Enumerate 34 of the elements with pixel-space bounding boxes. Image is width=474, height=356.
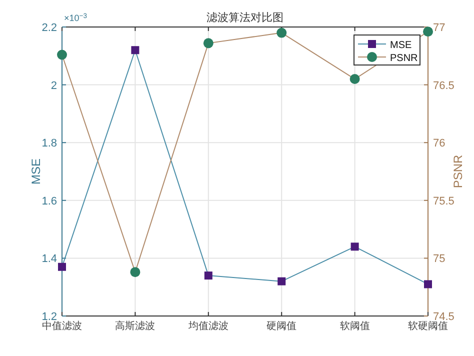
x-tick-label: 中值滤波 [42, 320, 82, 332]
x-tick-label: 高斯滤波 [115, 320, 156, 332]
y-tick-label: 1.8 [42, 138, 57, 150]
point [424, 280, 432, 288]
x-tick-label: 硬阈值 [266, 320, 297, 332]
y2-tick-label: 75 [433, 253, 446, 266]
point [203, 38, 214, 48]
y-tick-label: 2 [50, 80, 57, 92]
point [350, 242, 359, 251]
y2-tick-label: 77 [433, 22, 446, 34]
point [57, 50, 67, 60]
y2-axis-title: PSNR [451, 154, 465, 188]
point [278, 277, 286, 286]
point [130, 267, 140, 278]
x-tick-label: 软阈值 [340, 320, 370, 332]
point [423, 26, 433, 37]
y2-tick-label: 76.5 [433, 80, 454, 92]
y2-tick-label: 76 [433, 138, 446, 150]
y-axis-title: MSE [29, 158, 43, 185]
y2-tick-label: 75.5 [433, 195, 454, 208]
point [350, 74, 360, 84]
y-tick-label: 1.6 [42, 195, 57, 208]
x-tick-label: 均值滤波 [187, 320, 228, 332]
x-tick-label: 软硬阈值 [408, 320, 448, 332]
legend-label: MSE [390, 40, 412, 51]
text: ×10$^{−3}$ [64, 12, 88, 23]
point [131, 46, 140, 54]
legend-label: PSNR [390, 53, 418, 64]
y-tick-label: 2.2 [42, 22, 57, 34]
chart-title: 滤波算法对比图 [206, 11, 284, 24]
point [58, 262, 66, 271]
point [204, 272, 212, 280]
y-tick-label: 1.4 [42, 253, 57, 266]
point [276, 28, 287, 38]
